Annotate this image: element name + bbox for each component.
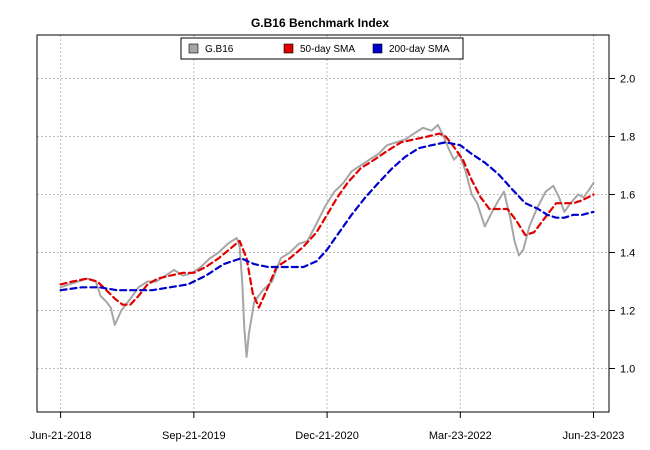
series-lines <box>59 123 595 358</box>
legend-box <box>180 37 464 60</box>
legend-swatch-50-day-sma <box>283 43 294 54</box>
y-tick-label: 2.0 <box>620 74 635 86</box>
y-tick-label: 1.4 <box>620 248 635 260</box>
x-tick-label: Jun-21-2018 <box>30 430 92 442</box>
x-axis: Jun-21-2018 Sep-21-2019 Dec-21-2020 Mar-23-… <box>30 412 625 442</box>
chart-title: G.B16 Benchmark Index <box>251 16 389 30</box>
legend-label-200-day-sma: 200-day SMA <box>389 44 450 55</box>
x-tick-label: Dec-21-2020 <box>295 430 359 442</box>
y-tick-label: 1.0 <box>620 364 635 376</box>
legend: G.B16 50-day SMA 200-day SMA <box>180 37 464 60</box>
x-tick-label: Jun-23-2023 <box>563 430 625 442</box>
legend-swatch-200-day-sma <box>372 43 383 54</box>
series-line-50-day-sma <box>59 132 595 309</box>
y-tick-label: 1.6 <box>620 190 635 202</box>
plot-frame <box>36 34 610 413</box>
gridlines <box>37 35 609 412</box>
x-tick-label: Sep-21-2019 <box>162 430 226 442</box>
series-line-200-day-sma <box>59 141 595 292</box>
legend-label-50-day-sma: 50-day SMA <box>300 44 355 55</box>
x-tick-label: Mar-23-2022 <box>429 430 492 442</box>
legend-swatch-g-b16 <box>188 43 199 54</box>
y-tick-label: 1.8 <box>620 132 635 144</box>
y-tick-label: 1.2 <box>620 306 635 318</box>
y-axis: 1.0 1.2 1.4 1.6 1.8 2.0 <box>609 74 635 376</box>
legend-label-g-b16: G.B16 <box>205 44 234 55</box>
